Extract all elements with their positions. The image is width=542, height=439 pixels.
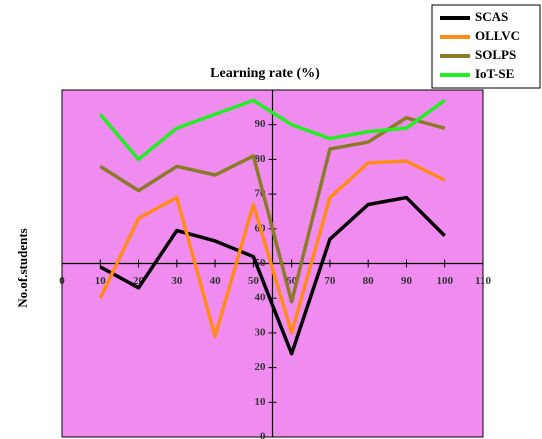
- y-tick-label: 90: [255, 118, 267, 130]
- y-tick-label: 50: [255, 257, 267, 269]
- x-tick-label: 100: [436, 275, 453, 287]
- chart-title: Learning rate (%): [210, 66, 320, 81]
- series-line: [98, 159, 446, 339]
- series-line: [98, 98, 446, 162]
- y-tick-label: 10: [255, 396, 267, 408]
- y-tick-label: 70: [255, 188, 267, 200]
- x-tick-label: 30: [171, 275, 183, 287]
- x-tick-label: 0: [59, 275, 65, 287]
- series-line: [99, 195, 446, 356]
- legend-label: IoT-SE: [475, 66, 514, 81]
- legend-label: SOLPS: [475, 47, 516, 62]
- x-tick-label: 40: [210, 275, 222, 287]
- x-tick-label: 10: [95, 275, 107, 287]
- y-axis-label: No.of.students: [15, 228, 30, 307]
- legend-label: SCAS: [475, 9, 508, 24]
- x-tick-label: 70: [324, 275, 336, 287]
- x-tick-label: 20: [133, 275, 145, 287]
- x-tick-label: 110: [475, 275, 491, 287]
- x-tick-label: 90: [401, 275, 413, 287]
- y-tick-label: 30: [255, 326, 267, 338]
- legend-label: OLLVC: [475, 28, 520, 43]
- y-tick-label: 80: [255, 153, 267, 165]
- y-tick-label: 0: [260, 431, 266, 439]
- y-tick-label: 40: [255, 292, 267, 304]
- x-tick-label: 50: [248, 275, 260, 287]
- x-tick-label: 80: [363, 275, 375, 287]
- y-tick-label: 20: [255, 361, 267, 373]
- x-tick-label: 60: [286, 275, 298, 287]
